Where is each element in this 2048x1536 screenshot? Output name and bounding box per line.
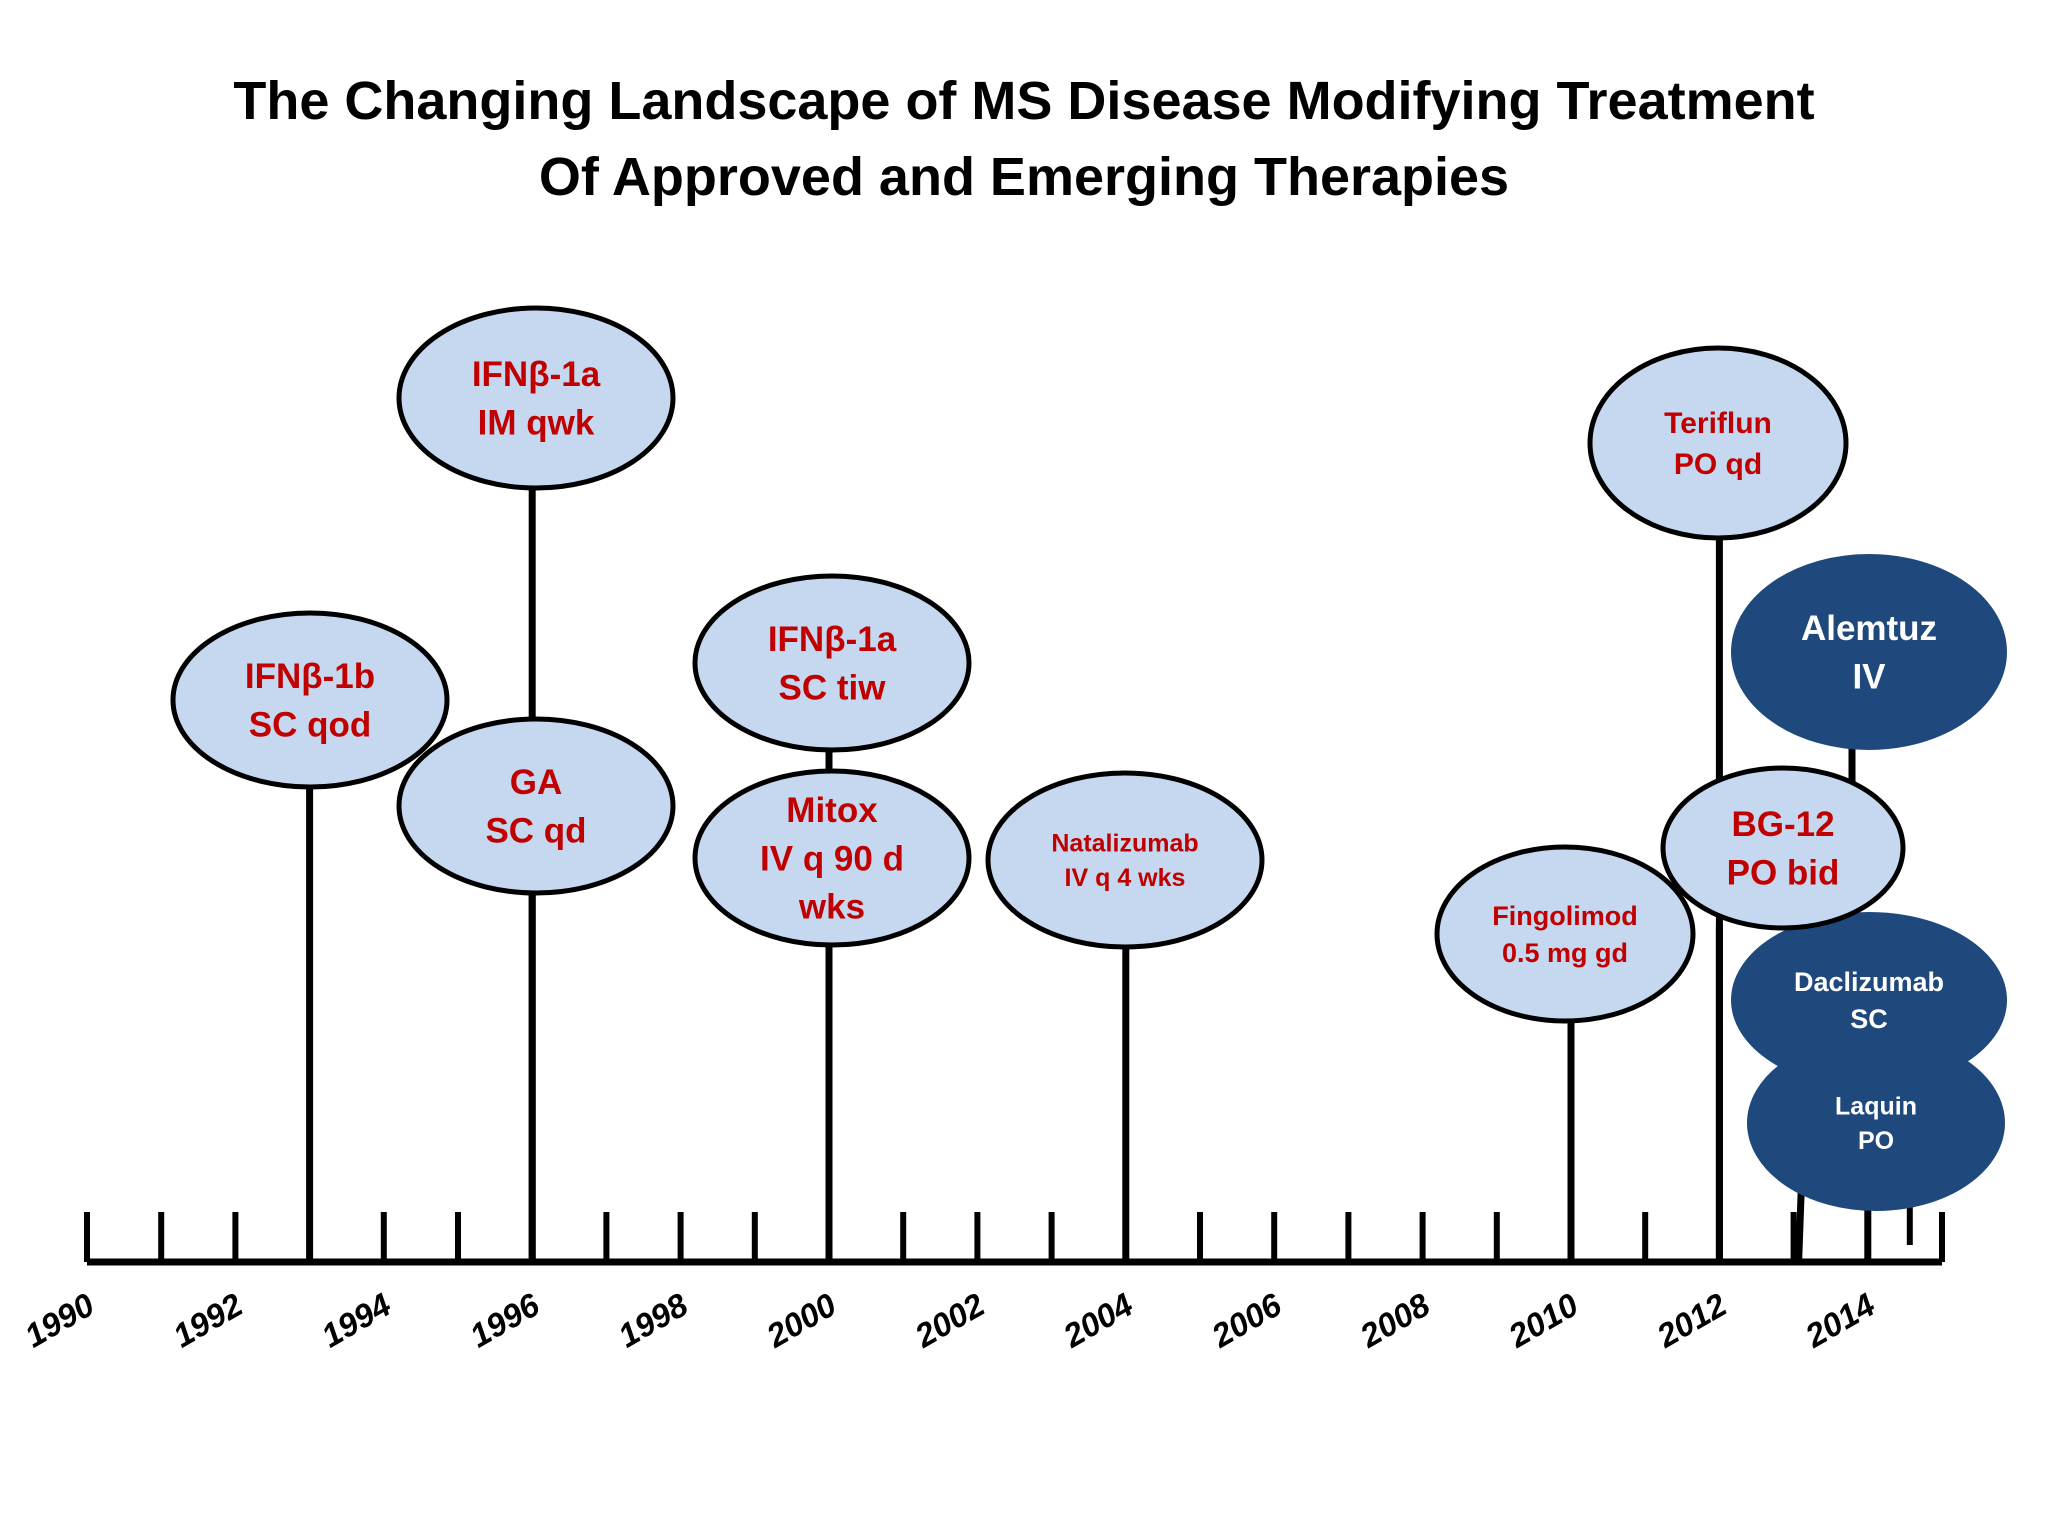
year-label: 1996 [463,1285,546,1354]
therapy-label: Mitox [786,791,878,830]
year-label: 2008 [1353,1285,1437,1355]
therapy-ellipse [396,716,676,896]
therapy-ellipse [396,305,676,491]
therapy-ellipse [1587,345,1849,541]
year-label: 2012 [1650,1285,1734,1355]
year-label: 1992 [167,1285,250,1354]
therapy-ga: GA SC qd [396,716,676,896]
therapy-label: IFNβ-1b [245,657,375,696]
therapy-label: Daclizumab [1794,967,1944,997]
therapy-label: Teriflun [1664,407,1772,440]
therapy-teriflun: Teriflun PO qd [1587,345,1849,541]
therapy-ellipse [1731,912,2007,1088]
therapy-label: Laquin [1835,1093,1917,1121]
therapy-label: SC [1850,1004,1888,1034]
therapy-label: Alemtuz [1801,609,1937,648]
therapy-label: IFNβ-1a [472,355,601,394]
therapy-alemtuz: Alemtuz IV [1731,554,2007,750]
therapy-label: IV q 4 wks [1065,864,1186,892]
year-label: 2000 [759,1285,843,1355]
therapy-label: PO [1858,1127,1894,1155]
therapy-label: IV [1852,657,1886,696]
therapy-daclizumab: Daclizumab SC [1731,912,2007,1088]
therapy-ellipse [692,768,972,948]
year-label: 2014 [1798,1286,1881,1355]
therapy-ifnb-1b: IFNβ-1b SC qod [170,610,450,790]
therapy-ellipse [1731,554,2007,750]
therapy-label: SC tiw [779,668,887,707]
therapy-label: SC qd [485,811,586,850]
year-label: 2004 [1056,1286,1139,1355]
therapy-label: SC qod [249,705,371,744]
therapy-fingolimod: Fingolimod 0.5 mg gd [1434,844,1696,1024]
year-label: 2010 [1501,1285,1585,1355]
therapy-label: BG-12 [1731,805,1834,844]
therapy-label: IV q 90 d [760,839,904,878]
timeline-axis: 1990 1992 1994 1996 1998 2000 2002 2004 2006 2008… [18,1212,1945,1355]
year-label: 2006 [1205,1285,1289,1355]
title-line-1: The Changing Landscape of MS Disease Mod… [233,71,1815,131]
year-label: 1990 [18,1285,101,1354]
therapy-label: GA [510,763,563,802]
therapy-label: IM qwk [478,403,595,442]
therapy-ellipse [1660,765,1906,931]
therapy-ellipse [170,610,450,790]
therapy-label: IFNβ-1a [768,620,897,659]
therapy-label: Fingolimod [1492,901,1637,931]
therapy-mitox: Mitox IV q 90 d wks [692,768,972,948]
therapy-label: Natalizumab [1051,830,1198,858]
therapy-label: wks [798,888,865,927]
year-label: 2002 [908,1285,992,1355]
therapy-label: PO bid [1727,853,1840,892]
therapy-ifnb-1a-sc: IFNβ-1a SC tiw [692,573,972,753]
therapy-label: 0.5 mg gd [1502,938,1628,968]
therapy-label: PO qd [1674,448,1762,481]
title-line-2: Of Approved and Emerging Therapies [538,147,1510,207]
therapy-ellipses: IFNβ-1b SC qod IFNβ-1a IM qwk GA SC qd IFNβ-1a… [170,305,2007,1211]
therapy-ellipse [985,770,1265,950]
therapy-ellipse [1434,844,1696,1024]
year-label: 1994 [315,1286,397,1355]
therapy-bg-12: BG-12 PO bid [1660,765,1906,931]
year-label: 1998 [612,1285,695,1354]
therapy-ifnb-1a-im: IFNβ-1a IM qwk [396,305,676,491]
therapy-ellipse [692,573,972,753]
therapy-natalizumab: Natalizumab IV q 4 wks [985,770,1265,950]
